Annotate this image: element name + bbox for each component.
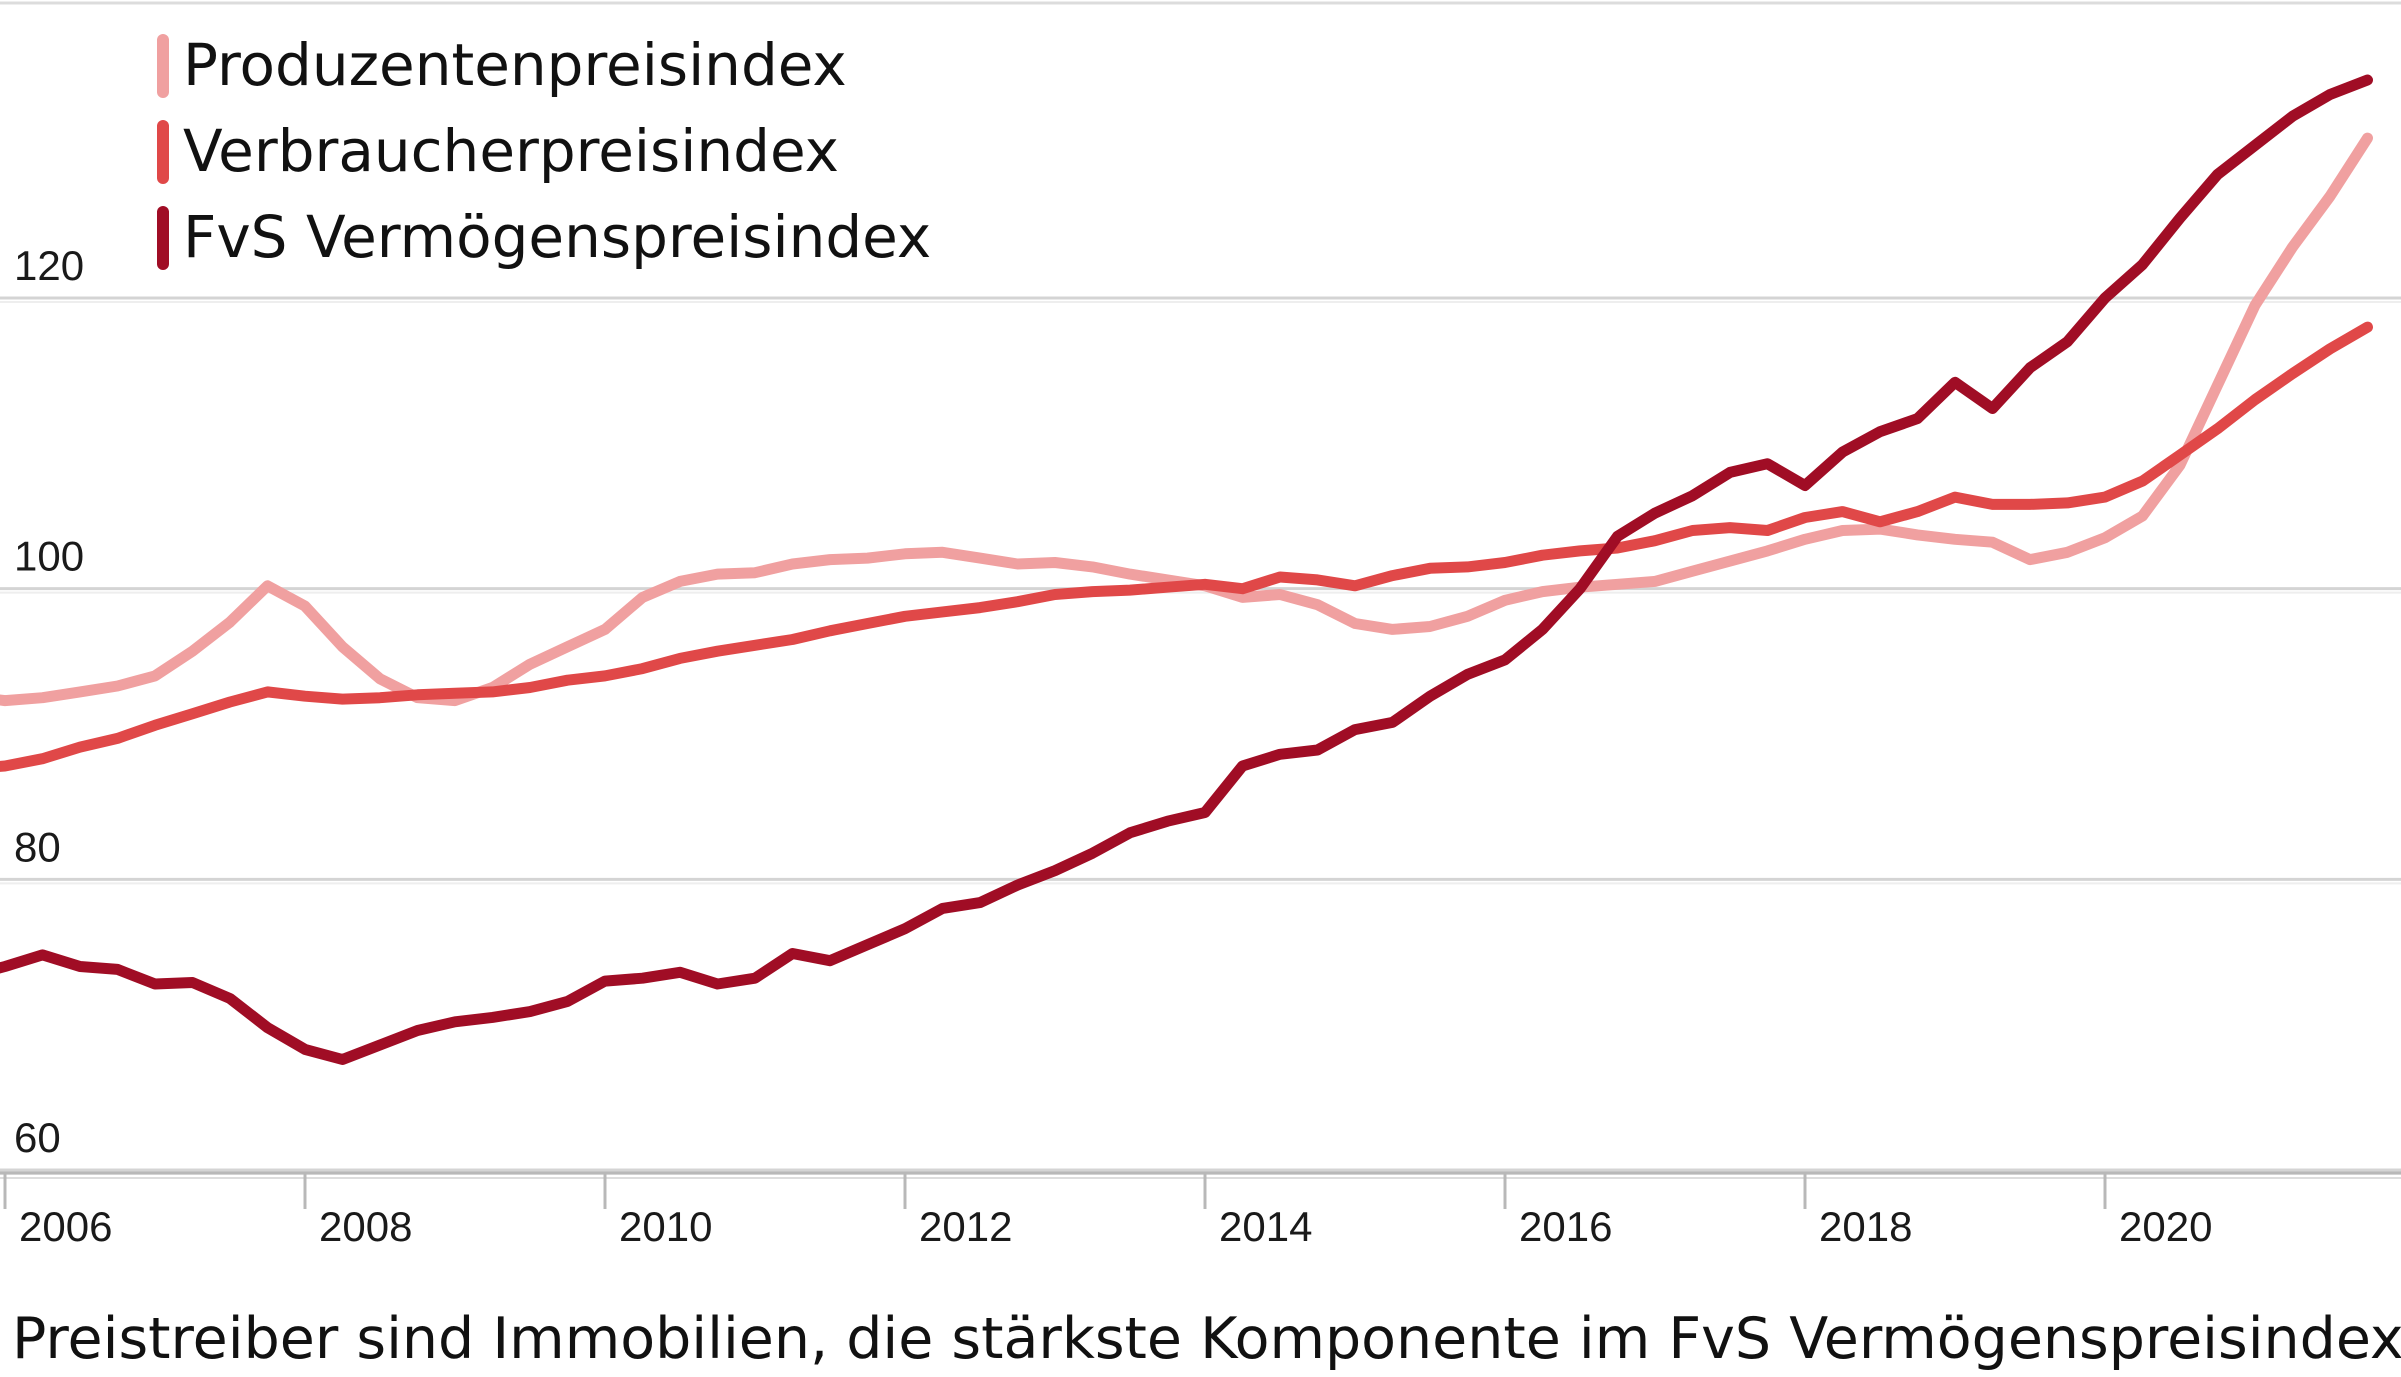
x-axis: 2006 2008 2010 2012 2014 2016 2018 2020 [0,1171,2401,1250]
x-tick-label: 2014 [1219,1203,1312,1250]
y-tick-label: 120 [14,242,84,289]
series-line-3 [0,74,2373,1065]
legend: Produzentenpreisindex Verbraucherpreisind… [157,31,931,271]
y-axis-tick-labels: 60 80 100 120 [14,242,84,1161]
legend-label-2: Verbraucherpreisindex [183,117,839,185]
legend-label-3: FvS Vermögenspreisindex [183,203,931,271]
x-tick-label: 2016 [1519,1203,1612,1250]
chart-caption: Preistreiber sind Immobilien, die stärks… [12,1306,2401,1372]
y-tick-label: 80 [14,823,61,870]
y-tick-label: 100 [14,533,84,580]
series-line-1 [0,132,2373,707]
x-tick-label: 2012 [919,1203,1012,1250]
x-tick-label: 2018 [1819,1203,1912,1250]
x-tick-label: 2020 [2119,1203,2212,1250]
legend-label-1: Produzentenpreisindex [183,31,847,99]
y-tick-label: 60 [14,1114,61,1161]
series-line-2 [0,321,2373,772]
x-tick-label: 2006 [19,1203,112,1250]
x-tick-label: 2010 [619,1203,712,1250]
x-tick-label: 2008 [319,1203,412,1250]
series-lines [0,74,2373,1065]
